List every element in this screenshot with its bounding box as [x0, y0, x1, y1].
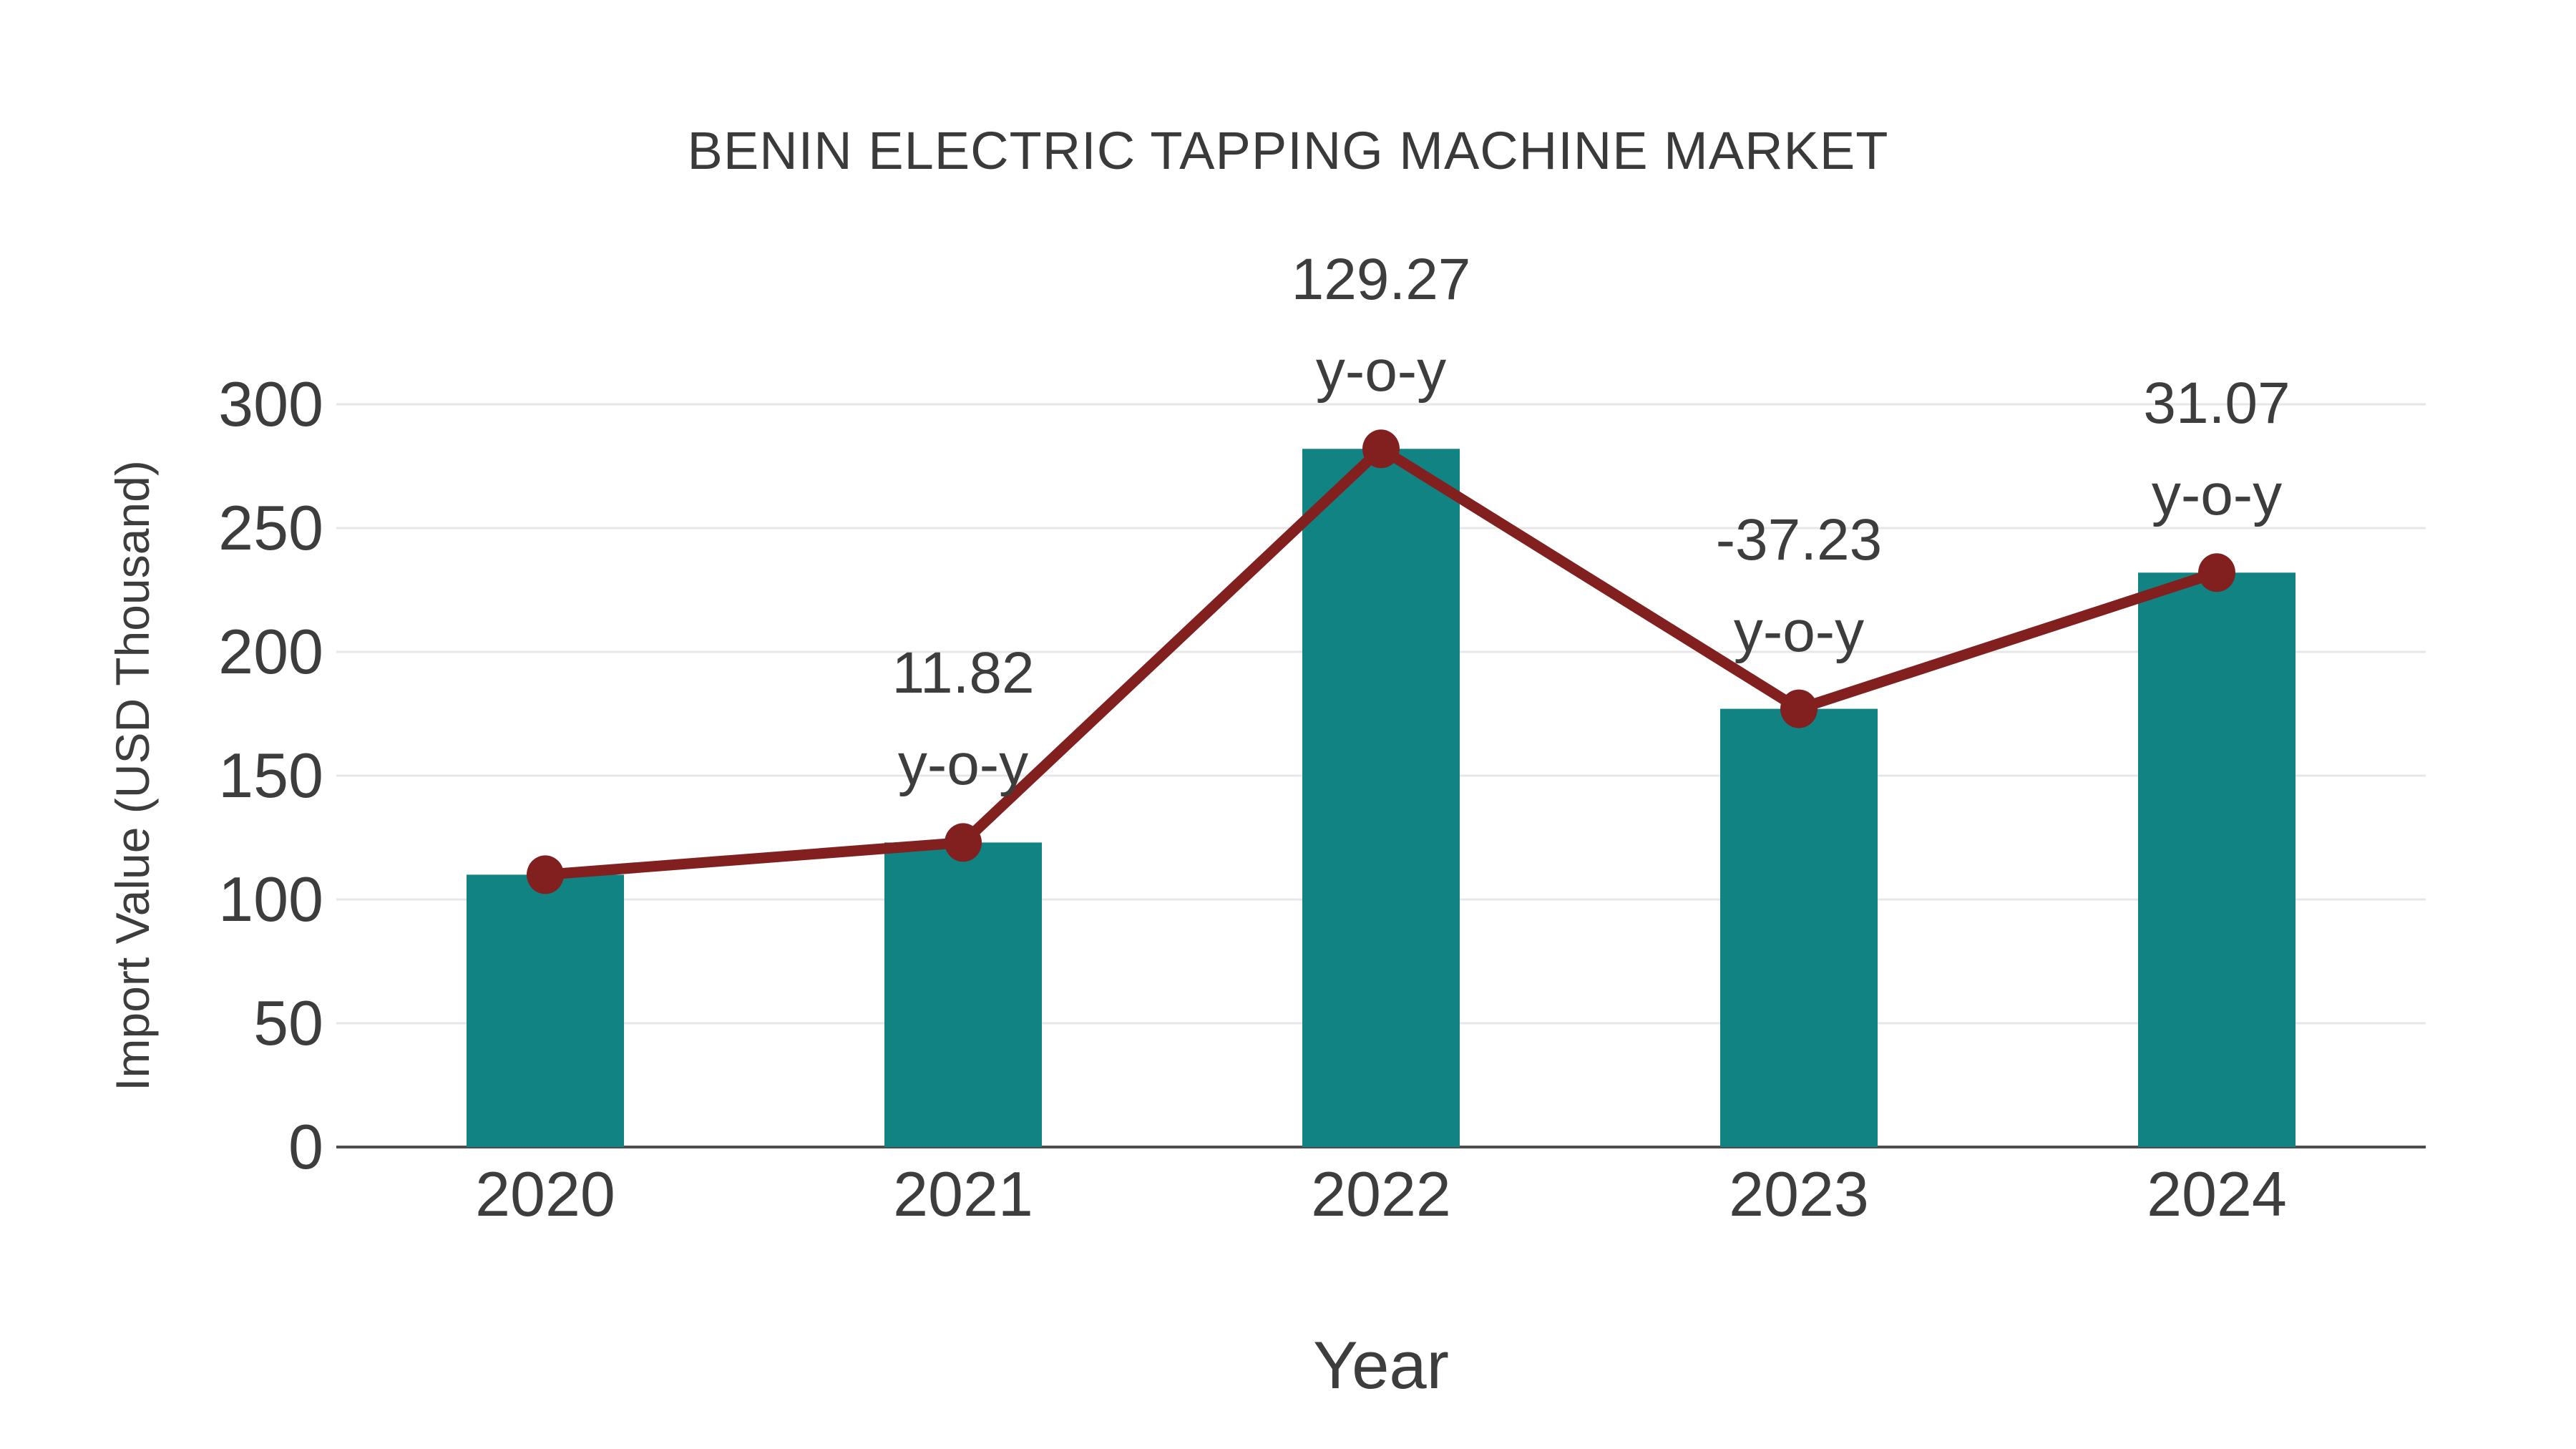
data-point-marker-2020 — [527, 855, 564, 894]
y-tick-label: 50 — [253, 987, 323, 1058]
y-tick-label: 150 — [218, 740, 323, 811]
data-point-marker-2021 — [945, 823, 982, 862]
data-point-marker-2024 — [2198, 553, 2235, 592]
bar-2023 — [1720, 708, 1878, 1147]
x-tick-label-2020: 2020 — [475, 1158, 615, 1229]
annotation-2023: -37.23 y-o-y — [1548, 494, 2049, 678]
bar-2021 — [884, 842, 1042, 1147]
annotation-suffix: y-o-y — [2151, 462, 2283, 528]
annotation-value: 31.07 — [2143, 371, 2290, 436]
y-tick-label: 250 — [218, 492, 323, 563]
annotation-2021: 11.82 y-o-y — [713, 628, 1214, 811]
annotation-suffix: y-o-y — [1733, 598, 1865, 664]
annotation-suffix: y-o-y — [1315, 338, 1447, 404]
bar-2022 — [1302, 449, 1460, 1147]
annotation-value: 129.27 — [1291, 247, 1471, 313]
data-point-marker-2023 — [1780, 689, 1818, 728]
annotation-suffix: y-o-y — [897, 732, 1029, 798]
x-axis-title: Year — [1313, 1327, 1449, 1402]
y-tick-label: 100 — [218, 864, 323, 935]
y-tick-label: 300 — [218, 369, 323, 439]
y-tick-label: 0 — [288, 1111, 323, 1182]
annotation-value: -37.23 — [1715, 507, 1883, 572]
bar-2024 — [2138, 572, 2296, 1147]
data-point-marker-2022 — [1362, 429, 1400, 469]
annotation-2022: 129.27 y-o-y — [1131, 234, 1631, 417]
bar-2020 — [467, 874, 624, 1147]
chart-title: BENIN ELECTRIC TAPPING MACHINE MARKET — [687, 121, 1889, 180]
y-tick-label: 200 — [218, 616, 323, 687]
x-tick-label-2022: 2022 — [1311, 1158, 1451, 1229]
annotation-2024: 31.07 y-o-y — [1966, 358, 2467, 541]
x-tick-label-2023: 2023 — [1729, 1158, 1869, 1229]
x-tick-label-2021: 2021 — [893, 1158, 1033, 1229]
annotation-value: 11.82 — [892, 640, 1035, 706]
x-tick-label-2024: 2024 — [2147, 1158, 2287, 1229]
